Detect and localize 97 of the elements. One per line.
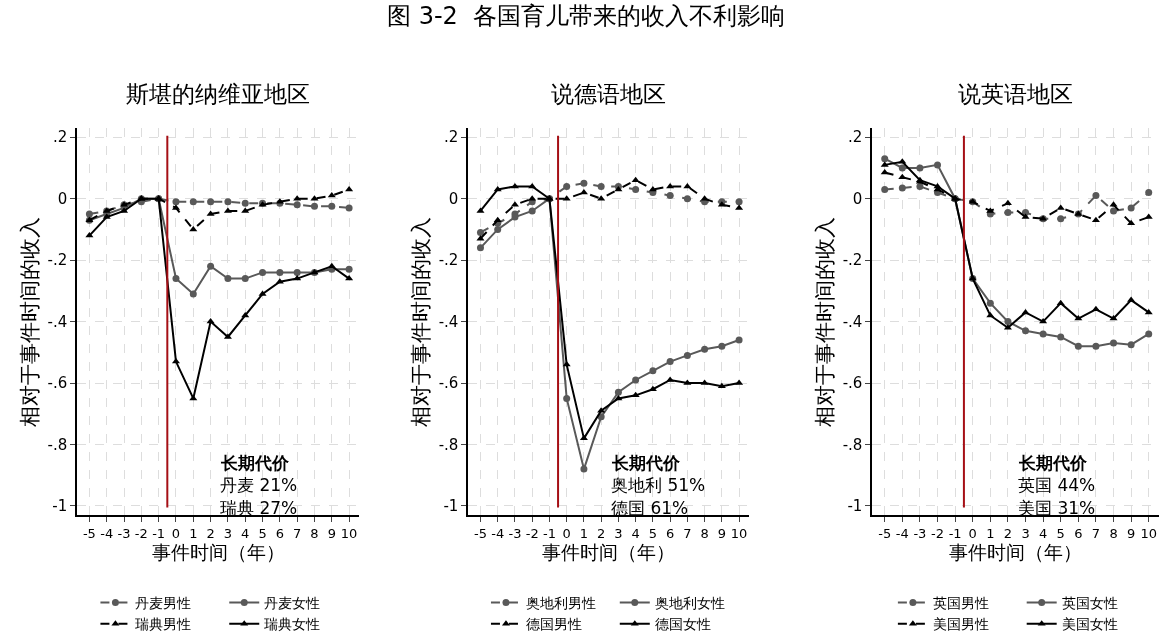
y-tick-label: -.6 — [438, 374, 459, 393]
annotation: 英国 44% — [1018, 475, 1096, 495]
x-tick-label: 2 — [1003, 525, 1013, 541]
legend-label: 丹麦男性 — [135, 595, 192, 612]
x-tick-label: 2 — [597, 525, 606, 541]
y-axis-title: 相对于事件时间的收入 — [18, 216, 43, 427]
x-tick-label: 9 — [1126, 525, 1136, 541]
x-tick-label: 3 — [614, 525, 623, 541]
y-tick-label: -.2 — [842, 251, 863, 270]
x-tick-label: -2 — [525, 525, 539, 541]
chart-title: 斯堪的纳维亚地区 — [126, 81, 310, 107]
legend-label: 德国女性 — [654, 616, 711, 633]
y-tick-label: 0 — [852, 189, 863, 208]
x-tick-label: 10 — [730, 525, 748, 541]
x-tick-label: 6 — [665, 525, 675, 541]
x-tick-label: -3 — [913, 525, 927, 541]
x-tick-label: 10 — [340, 525, 358, 541]
legend-label: 瑞典男性 — [135, 616, 192, 633]
x-tick-label: 4 — [241, 525, 250, 541]
y-tick-label: -.4 — [47, 312, 68, 331]
x-tick-label: 1 — [986, 525, 995, 541]
x-tick-label: -1 — [152, 525, 166, 541]
x-tick-label: 7 — [1091, 525, 1101, 541]
x-tick-label: -4 — [895, 525, 909, 541]
x-tick-label: -1 — [948, 525, 962, 541]
y-tick-label: 0 — [57, 189, 68, 208]
x-tick-label: 7 — [293, 525, 302, 541]
x-tick-label: 6 — [1074, 525, 1083, 541]
y-tick-label: -.4 — [842, 312, 863, 331]
x-tick-label: 9 — [717, 525, 726, 541]
x-tick-label: 0 — [968, 525, 977, 541]
x-tick-label: -5 — [473, 525, 487, 541]
x-tick-label: 7 — [683, 525, 692, 541]
y-tick-label: -.2 — [438, 251, 459, 270]
x-tick-label: -3 — [117, 525, 131, 541]
legend-label: 德国男性 — [525, 616, 582, 633]
x-tick-label: 10 — [1140, 525, 1157, 541]
x-tick-label: -4 — [100, 525, 114, 541]
annotation: 长期代价 — [1018, 453, 1088, 473]
x-axis-title: 事件时间（年） — [949, 540, 1083, 563]
chart-title: 说德语地区 — [551, 81, 666, 107]
y-tick-label: -1 — [847, 497, 863, 516]
y-tick-label: .2 — [848, 128, 863, 147]
y-axis-title: 相对于事件时间的收入 — [813, 216, 838, 427]
y-tick-label: -1 — [443, 497, 459, 516]
y-tick-label: -.2 — [47, 251, 68, 270]
x-tick-label: 4 — [1038, 525, 1048, 541]
x-tick-label: 4 — [631, 525, 640, 541]
y-tick-label: .2 — [444, 128, 459, 147]
x-tick-label: -5 — [878, 525, 892, 541]
y-tick-label: -1 — [52, 497, 68, 516]
y-tick-label: -.4 — [438, 312, 459, 331]
x-tick-label: -3 — [508, 525, 522, 541]
x-tick-label: 0 — [171, 525, 181, 541]
x-tick-label: -5 — [82, 525, 96, 541]
x-tick-label: 0 — [562, 525, 571, 541]
legend-label: 美国女性 — [1061, 616, 1118, 633]
x-tick-label: 1 — [579, 525, 589, 541]
annotation: 长期代价 — [220, 453, 290, 473]
legend-label: 奥地利男性 — [525, 595, 596, 612]
y-tick-label: -.6 — [842, 374, 863, 393]
y-tick-label: -.6 — [47, 374, 68, 393]
x-tick-label: -4 — [491, 525, 505, 541]
y-tick-label: -.8 — [438, 435, 459, 454]
legend-label: 英国男性 — [932, 595, 989, 612]
x-tick-label: 8 — [700, 525, 709, 541]
x-tick-label: -1 — [542, 525, 556, 541]
x-tick-label: 2 — [206, 525, 215, 541]
x-tick-label: 8 — [1109, 525, 1118, 541]
legend-label: 英国女性 — [1061, 595, 1118, 612]
x-tick-label: 5 — [1056, 525, 1065, 541]
legend-label: 瑞典女性 — [264, 616, 321, 633]
x-tick-label: 6 — [275, 525, 284, 541]
x-axis-title: 事件时间（年） — [542, 540, 676, 563]
y-axis-title: 相对于事件时间的收入 — [409, 216, 434, 427]
x-tick-label: -2 — [134, 525, 148, 541]
x-tick-label: -2 — [931, 525, 944, 541]
y-tick-label: .2 — [52, 128, 68, 147]
annotation: 奥地利 51% — [611, 475, 706, 495]
annotation: 丹麦 21% — [220, 475, 298, 495]
x-tick-label: 3 — [223, 525, 233, 541]
y-tick-label: -.8 — [47, 435, 68, 454]
x-axis-title: 事件时间（年） — [151, 540, 285, 563]
legend-label: 丹麦女性 — [264, 595, 321, 612]
chart-title: 说英语地区 — [958, 81, 1073, 107]
x-tick-label: 5 — [258, 525, 267, 541]
y-tick-label: -.8 — [842, 435, 863, 454]
y-tick-label: 0 — [448, 189, 459, 208]
legend-label: 美国男性 — [932, 616, 989, 633]
x-tick-label: 5 — [648, 525, 658, 541]
x-tick-label: 8 — [310, 525, 319, 541]
caption: 图 3-2 各国育儿带来的收入不利影响 — [387, 2, 786, 30]
x-tick-label: 3 — [1021, 525, 1030, 541]
legend-label: 奥地利女性 — [654, 595, 725, 612]
x-tick-label: 1 — [189, 525, 198, 541]
annotation: 长期代价 — [611, 453, 681, 473]
x-tick-label: 9 — [327, 525, 336, 541]
